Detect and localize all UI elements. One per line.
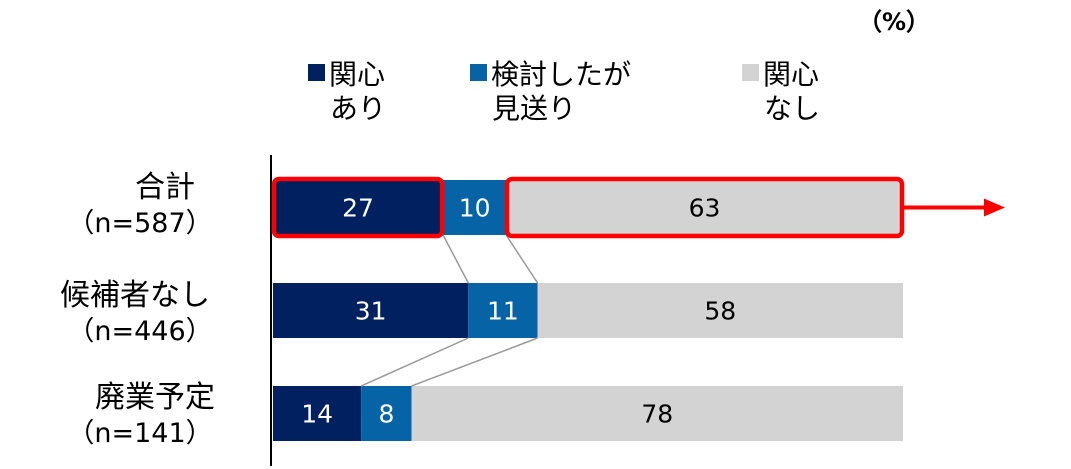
category-n-total: （n=587） xyxy=(67,207,213,239)
data-label-interested-planned-closure: 14 xyxy=(301,400,333,429)
bar-interested-no-successor xyxy=(273,283,469,338)
category-n-planned-closure: （n=141） xyxy=(67,417,213,449)
connector-line-total-1 xyxy=(505,234,539,284)
data-label-considered-no-successor: 11 xyxy=(487,297,519,326)
bar-considered-planned-closure xyxy=(361,386,412,441)
legend-swatch-not-interested xyxy=(742,64,759,81)
legend-label-considered-line1: 検討したが xyxy=(491,58,632,91)
bar-interested-planned-closure xyxy=(273,386,362,441)
category-label-no-successor: 候補者なし （n=446） xyxy=(10,278,260,348)
category-name-planned-closure: 廃業予定 xyxy=(95,380,215,415)
data-label-considered-planned-closure: 8 xyxy=(378,400,394,429)
data-label-considered-total: 10 xyxy=(459,194,491,223)
data-label-interested-no-successor: 31 xyxy=(355,297,387,326)
highlight-box-0 xyxy=(271,176,445,239)
connector-line-no-successor-1 xyxy=(411,337,538,387)
highlight-arrow-head xyxy=(984,198,1005,217)
legend-label-interested-line2: あり xyxy=(330,92,387,126)
bar-not-interested-total xyxy=(506,180,903,235)
bar-considered-no-successor xyxy=(468,283,538,338)
category-label-total: 合計 （n=587） xyxy=(10,170,260,240)
legend-label-considered-line2: 見送り xyxy=(492,92,577,126)
category-name-total: 合計 xyxy=(135,170,195,205)
legend-item-not-interested: 関心 なし xyxy=(742,58,820,127)
category-name-no-successor: 候補者なし xyxy=(60,278,210,313)
legend-label-interested-line1: 関心 xyxy=(329,58,386,91)
data-label-not-interested-total: 63 xyxy=(689,194,721,223)
connector-line-no-successor-0 xyxy=(360,337,469,387)
category-n-no-successor: （n=446） xyxy=(67,315,213,347)
unit-label: （%） xyxy=(858,8,931,36)
legend-item-considered: 検討したが 見送り xyxy=(470,58,631,127)
highlight-box-1 xyxy=(504,176,905,239)
data-label-interested-total: 27 xyxy=(342,194,374,223)
data-label-not-interested-planned-closure: 78 xyxy=(641,400,673,429)
connector-line-total-0 xyxy=(442,234,469,284)
legend-swatch-considered xyxy=(470,64,487,81)
data-label-not-interested-no-successor: 58 xyxy=(704,297,736,326)
legend-label-not-interested-line2: なし xyxy=(764,92,821,126)
category-label-planned-closure: 廃業予定 （n=141） xyxy=(10,380,260,450)
legend-item-interested: 関心 あり xyxy=(308,58,386,127)
bar-not-interested-no-successor xyxy=(537,283,903,338)
legend-label-not-interested-line1: 関心 xyxy=(763,58,820,91)
bar-interested-total xyxy=(273,180,444,235)
bar-considered-total xyxy=(443,180,507,235)
bar-not-interested-planned-closure xyxy=(411,386,903,441)
legend-swatch-interested xyxy=(308,64,325,81)
